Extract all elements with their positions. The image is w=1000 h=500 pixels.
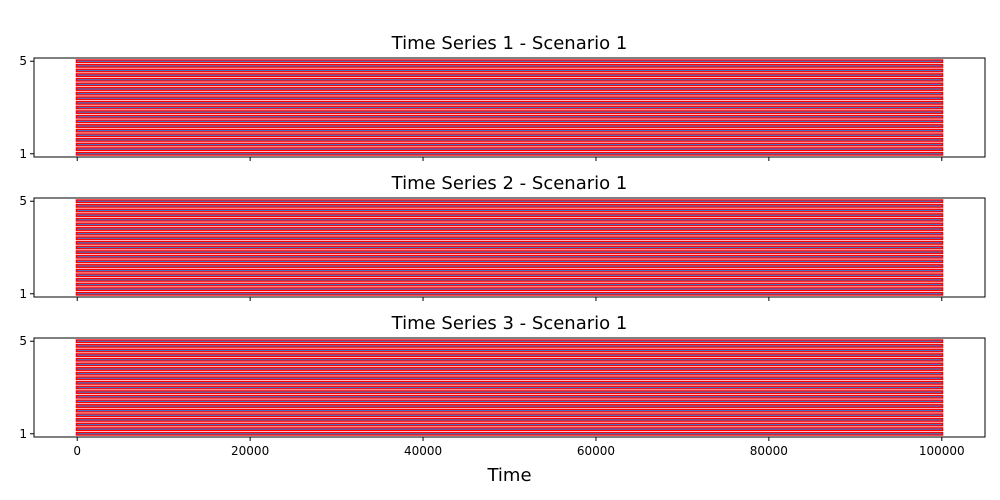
x-tick-label: 40000 (404, 444, 442, 458)
chart-panel-1: Time Series 1 - Scenario 1 1 5 (19, 33, 986, 161)
y-tick-label: 5 (19, 194, 27, 208)
x-tick-label: 20000 (231, 444, 269, 458)
y-tick-label: 1 (19, 147, 27, 161)
y-tick-label: 5 (19, 334, 27, 348)
x-tick-label: 80000 (750, 444, 788, 458)
x-axis-label: Time (486, 465, 531, 486)
chart-panel-3: Time Series 3 - Scenario 1 1 5 0 20000 40000 6… (19, 313, 986, 486)
chart-title: Time Series 2 - Scenario 1 (391, 173, 628, 194)
axes-frame (33, 57, 986, 158)
y-tick-label: 5 (19, 54, 27, 68)
x-tick-label: 0 (73, 444, 81, 458)
x-tick-label: 100000 (919, 444, 965, 458)
y-tick-label: 1 (19, 287, 27, 301)
axes-frame (33, 197, 986, 298)
axes-frame (33, 337, 986, 438)
chart-title: Time Series 3 - Scenario 1 (391, 313, 628, 334)
chart-panel-2: Time Series 2 - Scenario 1 1 5 (19, 173, 986, 301)
chart-title: Time Series 1 - Scenario 1 (391, 33, 628, 54)
y-tick-label: 1 (19, 427, 27, 441)
x-tick-label: 60000 (577, 444, 615, 458)
